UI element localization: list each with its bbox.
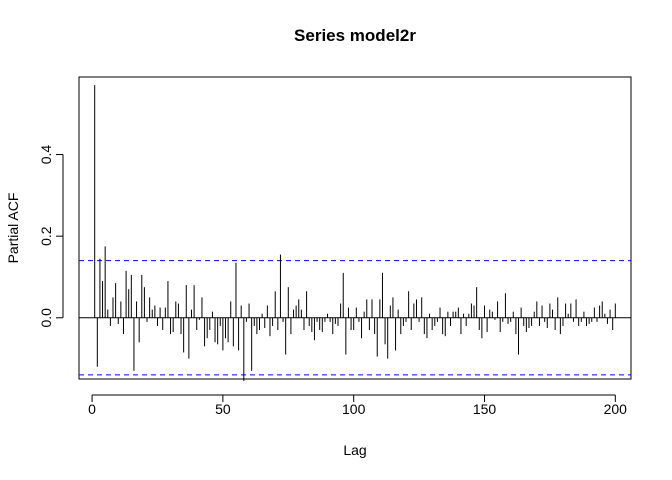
x-axis-label: Lag: [343, 442, 366, 458]
x-tick-label: 200: [604, 401, 628, 417]
plot-frame: [78, 76, 632, 380]
chart-title: Series model2r: [294, 26, 416, 45]
x-axis: 0 50 100 150 200: [88, 394, 628, 417]
pacf-bars: [94, 85, 616, 382]
x-tick-label: 100: [342, 401, 366, 417]
x-tick-label: 50: [215, 401, 231, 417]
y-tick-label: 0.4: [38, 145, 54, 165]
x-tick-label: 150: [473, 401, 497, 417]
confidence-bounds: [79, 260, 631, 376]
y-axis-label: Partial ACF: [5, 193, 21, 264]
y-axis: 0.0 0.2 0.4: [38, 145, 64, 328]
x-tick-label: 0: [88, 401, 96, 417]
y-tick-label: 0.0: [38, 308, 54, 328]
y-tick-label: 0.2: [38, 226, 54, 246]
